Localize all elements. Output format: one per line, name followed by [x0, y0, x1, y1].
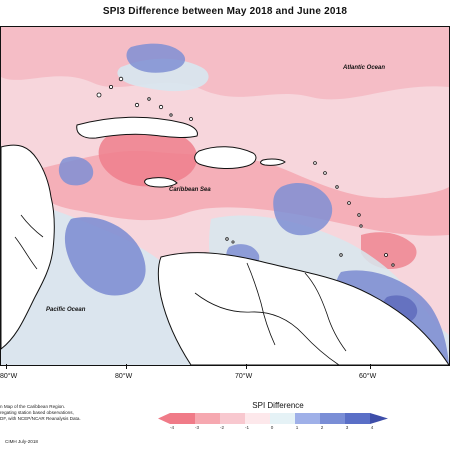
map-caption: n Map of the Caribbean Region. regating … — [0, 404, 110, 422]
caption-line-1: n Map of the Caribbean Region. — [0, 404, 66, 409]
legend-tick-neg1: -1 — [244, 425, 250, 430]
legend-tick-4: 4 — [370, 425, 374, 430]
legend-tick-2: 2 — [320, 425, 324, 430]
map-frame: Atlantic Ocean Caribbean Sea Pacific Oce… — [0, 26, 450, 366]
legend-bar — [158, 413, 388, 424]
caption-line-3: DF, with NCEP/NCAR Reanalysis Data. — [0, 416, 81, 421]
legend-left-arrow — [158, 413, 170, 424]
caption-line-2: regating station based observations, — [0, 410, 74, 415]
pink-region-north — [1, 27, 449, 100]
lon-label-1: 80°W — [0, 373, 18, 380]
pink-hotspot-haiti — [98, 127, 198, 187]
tick-80w-left — [6, 364, 7, 369]
tick-80w — [126, 364, 127, 369]
legend-seg-4 — [245, 413, 270, 424]
label-atlantic-ocean: Atlantic Ocean — [343, 65, 386, 71]
lon-label-3: 70°W — [235, 373, 253, 380]
tick-60w — [370, 364, 371, 369]
legend-title: SPI Difference — [252, 401, 304, 410]
lon-label-4: 60°W — [359, 373, 377, 380]
credit-text: CIMH July-2018 — [5, 439, 38, 444]
blue-patch-west — [64, 217, 146, 296]
tick-70w — [246, 364, 247, 369]
legend-tick-3: 3 — [345, 425, 349, 430]
map-title: SPI3 Difference between May 2018 and Jun… — [102, 6, 348, 17]
legend-seg-1 — [170, 413, 195, 424]
legend-right-arrow — [370, 413, 388, 424]
blue-patch-north — [126, 43, 186, 73]
borders — [14, 214, 347, 365]
legend-seg-7 — [320, 413, 345, 424]
legend-tick-neg2: -2 — [219, 425, 225, 430]
land-cuba — [76, 116, 198, 139]
legend-seg-6 — [295, 413, 320, 424]
label-pacific-ocean: Pacific Ocean — [46, 307, 86, 313]
legend-tick-neg4: -4 — [169, 425, 175, 430]
label-caribbean-sea: Caribbean Sea — [169, 187, 211, 193]
lon-label-2: 80°W — [115, 373, 133, 380]
legend-tick-1: 1 — [295, 425, 299, 430]
legend-seg-3 — [220, 413, 245, 424]
map-svg — [1, 27, 449, 365]
legend-seg-2 — [195, 413, 220, 424]
small-islands — [96, 76, 395, 267]
land-jamaica — [144, 177, 178, 188]
blue-patch-central — [273, 182, 333, 236]
land-south-america — [157, 252, 449, 365]
land-hispaniola — [194, 146, 257, 169]
legend-tick-neg3: -3 — [194, 425, 200, 430]
legend-seg-5 — [270, 413, 295, 424]
land-puerto-rico — [260, 158, 286, 166]
blue-patch-small-1 — [58, 156, 94, 186]
legend-seg-8 — [345, 413, 370, 424]
land-central-america — [1, 144, 55, 350]
legend-tick-0: 0 — [270, 425, 274, 430]
